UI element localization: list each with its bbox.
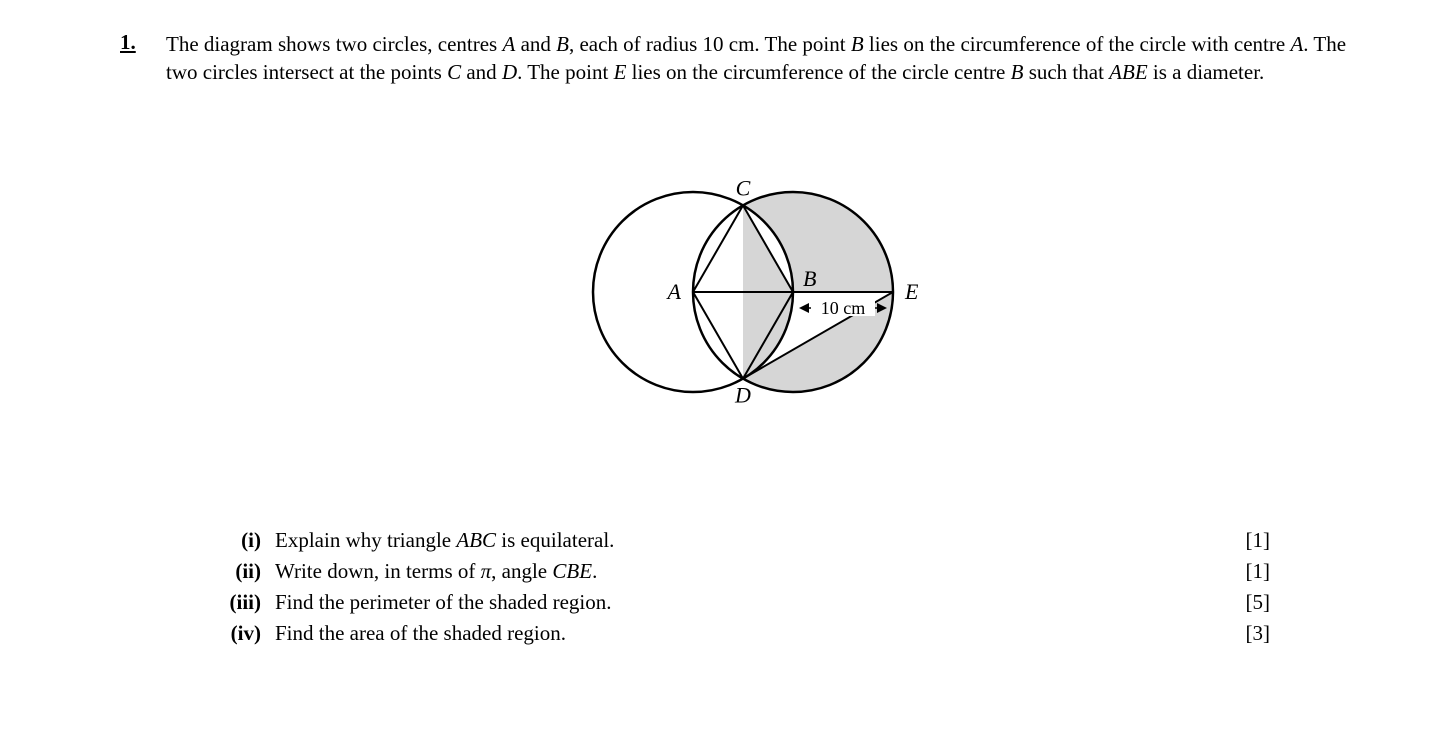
question-part: (iii)Find the perimeter of the shaded re…	[206, 590, 1380, 615]
label-D: D	[734, 382, 751, 407]
label-A: A	[666, 279, 682, 304]
part-marks: [3]	[1225, 621, 1380, 646]
segment-AC	[693, 205, 743, 292]
part-label: (i)	[206, 528, 275, 553]
part-marks: [5]	[1225, 590, 1380, 615]
geometry-diagram: A B C D E 10 cm	[533, 112, 1013, 472]
part-text: Write down, in terms of π, angle CBE.	[275, 559, 1225, 584]
dim-label: 10 cm	[821, 298, 866, 318]
question-parts: (i)Explain why triangle ABC is equilater…	[206, 528, 1380, 646]
question-part: (iv)Find the area of the shaded region.[…	[206, 621, 1380, 646]
part-label: (iv)	[206, 621, 275, 646]
part-label: (iii)	[206, 590, 275, 615]
label-B: B	[803, 266, 816, 291]
part-marks: [1]	[1225, 528, 1380, 553]
question-body: The diagram shows two circles, centres A…	[166, 30, 1380, 652]
segment-AD	[693, 292, 743, 379]
question-part: (i)Explain why triangle ABC is equilater…	[206, 528, 1380, 553]
label-E: E	[904, 279, 919, 304]
diagram-container: A B C D E 10 cm	[166, 112, 1380, 478]
question-part: (ii)Write down, in terms of π, angle CBE…	[206, 559, 1380, 584]
question-stem: The diagram shows two circles, centres A…	[166, 30, 1380, 87]
label-C: C	[736, 175, 751, 200]
question-number: 1.	[120, 30, 148, 55]
part-text: Find the perimeter of the shaded region.	[275, 590, 1225, 615]
part-marks: [1]	[1225, 559, 1380, 584]
question: 1. The diagram shows two circles, centre…	[120, 30, 1380, 652]
part-text: Find the area of the shaded region.	[275, 621, 1225, 646]
part-text: Explain why triangle ABC is equilateral.	[275, 528, 1225, 553]
part-label: (ii)	[206, 559, 275, 584]
